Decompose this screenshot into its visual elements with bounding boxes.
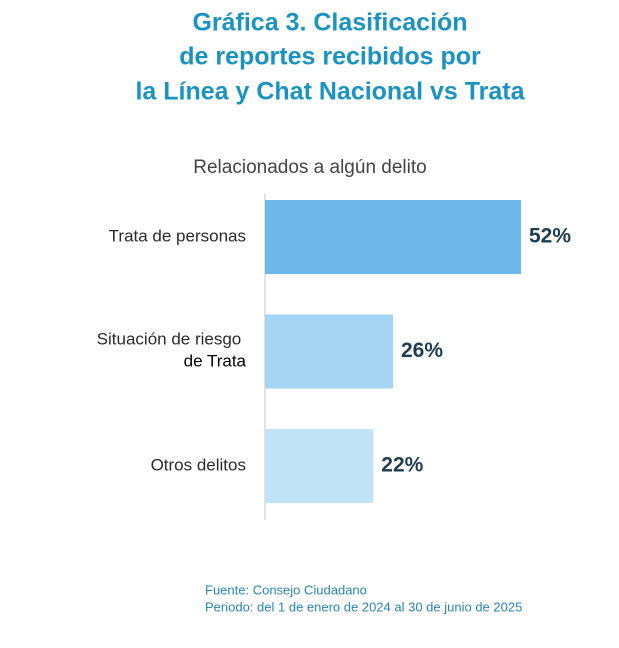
chart-title: Gráfica 3. Clasificación: [192, 9, 467, 37]
source: Fuente: Consejo Ciudadano: [205, 582, 367, 597]
bar: [265, 429, 374, 503]
bar: [265, 200, 521, 274]
chart-title: de reportes recibidos por: [179, 43, 481, 71]
chart-title: la Línea y Chat Nacional vs Trata: [135, 78, 525, 106]
chart-subtitle: Relacionados a algún delito: [193, 157, 426, 178]
source: Periodo: del 1 de enero de 2024 al 30 de…: [205, 599, 522, 614]
value-label: 52%: [529, 225, 571, 248]
category-label: Situación de riesgo de Trata: [97, 330, 247, 371]
category-label: Otros delitos: [151, 455, 246, 474]
value-label: 26%: [401, 339, 443, 362]
category-label: Trata de personas: [109, 226, 246, 245]
value-label: 22%: [381, 454, 423, 477]
bar: [265, 314, 393, 389]
